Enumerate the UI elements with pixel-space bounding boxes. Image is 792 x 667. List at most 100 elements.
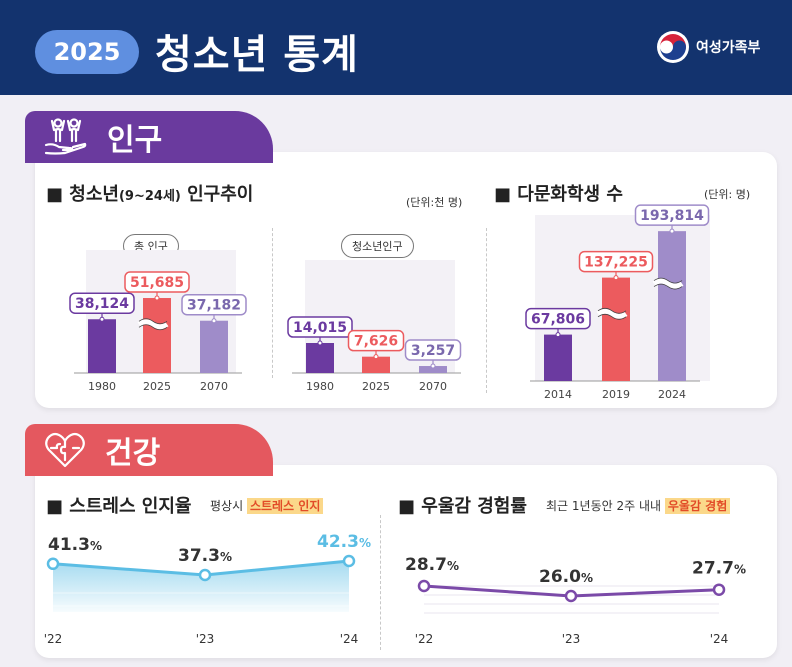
x-tick-label: '23 <box>562 632 581 646</box>
data-point <box>712 583 726 596</box>
population-section-tab: 인구 <box>25 111 273 163</box>
x-tick-label: 2070 <box>419 380 447 393</box>
x-tick-label: 2024 <box>658 388 686 401</box>
depression-title-text: 우울감 경험률 <box>421 496 527 517</box>
bar-2014 <box>544 334 572 381</box>
value-label-box <box>634 204 710 226</box>
data-label: 41.3% <box>48 535 102 555</box>
bullet-square-icon: ■ <box>46 496 70 517</box>
data-label: 42.3% <box>317 532 371 552</box>
value-label-dot <box>211 318 217 324</box>
bar-2019 <box>602 277 630 381</box>
depression-note-highlight: 우울감 경험 <box>664 498 731 514</box>
bar-2070 <box>200 320 228 373</box>
bar-2024 <box>658 231 686 381</box>
value-label-dot <box>154 295 160 301</box>
bar-1980 <box>306 343 334 373</box>
bar-1980 <box>88 319 116 373</box>
stress-note-text: 평상시 <box>210 499 247 513</box>
value-label-box <box>578 250 654 273</box>
data-label: 27.7% <box>692 559 746 579</box>
youth-population-chart: 14,015 1980 7,626 2025 3,257 2070 <box>287 260 462 393</box>
value-label: 38,124 <box>75 296 129 312</box>
x-tick-label: '23 <box>196 632 215 646</box>
value-label: 137,225 <box>584 255 648 271</box>
value-label-dot <box>555 332 561 338</box>
year-badge: 2025 <box>35 30 139 74</box>
value-label-box <box>347 329 405 352</box>
data-label: 28.7% <box>405 555 459 575</box>
x-tick-label: 1980 <box>88 380 116 393</box>
value-label-dot <box>317 340 323 346</box>
bar-2025 <box>362 356 390 373</box>
axis-break-line <box>653 277 683 290</box>
value-label-dot <box>430 363 436 369</box>
chart-divider <box>486 228 487 393</box>
axis-break <box>596 308 628 319</box>
data-point <box>564 589 578 603</box>
page-title: 청소년 통계 <box>155 32 359 78</box>
value-label: 7,626 <box>354 334 398 350</box>
bullet-square-icon: ■ <box>398 496 422 517</box>
depression-title: ■ 우울감 경험률 <box>398 492 527 518</box>
x-tick-label: 2025 <box>143 380 171 393</box>
x-tick-label: '24 <box>340 632 359 646</box>
value-label-dot <box>373 354 379 360</box>
value-label: 51,685 <box>130 275 184 291</box>
value-label: 193,814 <box>640 208 704 224</box>
total-population-chart: 38,124 1980 51,685 2025 37,182 2070 <box>69 250 247 393</box>
axis-break-line <box>597 307 627 320</box>
youth-population-title: ■ 청소년(9~24세) 인구추이 <box>46 180 253 206</box>
taegeuk-icon <box>657 31 689 63</box>
ministry-logo: 여성가족부 <box>656 30 760 64</box>
axis-break <box>652 278 684 289</box>
stress-chart: 41.3% '22 37.3% '23 42.3% '24 <box>44 532 371 646</box>
heart-puzzle-icon <box>45 432 85 468</box>
depression-chart: 28.7% '22 26.0% '23 27.7% '24 <box>405 555 746 646</box>
population-section-label: 인구 <box>107 123 163 158</box>
value-label: 37,182 <box>187 298 241 314</box>
value-label-dot <box>669 228 675 234</box>
stress-title-text: 스트레스 인지율 <box>69 496 192 517</box>
x-tick-label: '22 <box>415 632 434 646</box>
multicultural-unit-label: (단위: 명) <box>704 188 751 201</box>
health-section-tab: 건강 <box>25 424 273 476</box>
axis-break-line <box>138 318 168 331</box>
youth-title-rest: 인구추이 <box>180 184 254 205</box>
value-label: 14,015 <box>293 320 347 336</box>
multicultural-chart: 67,806 2014 137,225 2019 193,814 2024 <box>525 204 710 401</box>
data-label: 26.0% <box>539 567 593 587</box>
stress-note-highlight: 스트레스 인지 <box>246 498 324 514</box>
chart-divider <box>272 228 273 378</box>
youth-unit-label: (단위:천 명) <box>406 196 463 209</box>
depression-note: 최근 1년동안 2주 내내 우울감 경험 <box>546 497 731 514</box>
people-hand-icon <box>44 118 87 155</box>
x-tick-label: '24 <box>710 632 729 646</box>
value-label-dot <box>99 316 105 322</box>
depression-note-text: 최근 1년동안 2주 내내 <box>546 499 665 513</box>
value-label: 67,806 <box>531 312 585 328</box>
value-label: 3,257 <box>411 343 455 359</box>
ministry-name: 여성가족부 <box>696 40 761 56</box>
data-label: 37.3% <box>178 546 232 566</box>
x-tick-label: 2019 <box>602 388 630 401</box>
data-point <box>46 557 60 571</box>
youth-population-label: 청소년인구 <box>341 234 414 258</box>
bullet-square-icon: ■ <box>494 184 518 205</box>
data-point <box>198 568 212 582</box>
chart-divider <box>380 515 381 650</box>
bar-2070 <box>419 366 447 373</box>
multicultural-title-text: 다문화학생 수 <box>517 184 623 205</box>
axis-break <box>137 319 169 330</box>
stress-title: ■ 스트레스 인지율 <box>46 492 191 518</box>
health-panel <box>35 465 777 658</box>
stress-note: 평상시 스트레스 인지 <box>210 497 324 514</box>
x-tick-label: 1980 <box>306 380 334 393</box>
youth-title-range: (9~24세) <box>118 189 181 204</box>
x-tick-label: 2025 <box>362 380 390 393</box>
multicultural-title: ■ 다문화학생 수 <box>494 180 623 206</box>
youth-title-main: 청소년 <box>69 184 119 205</box>
x-tick-label: '22 <box>44 632 63 646</box>
area-fill <box>53 561 349 612</box>
header-banner: 2025 청소년 통계 여성가족부 <box>0 0 792 95</box>
